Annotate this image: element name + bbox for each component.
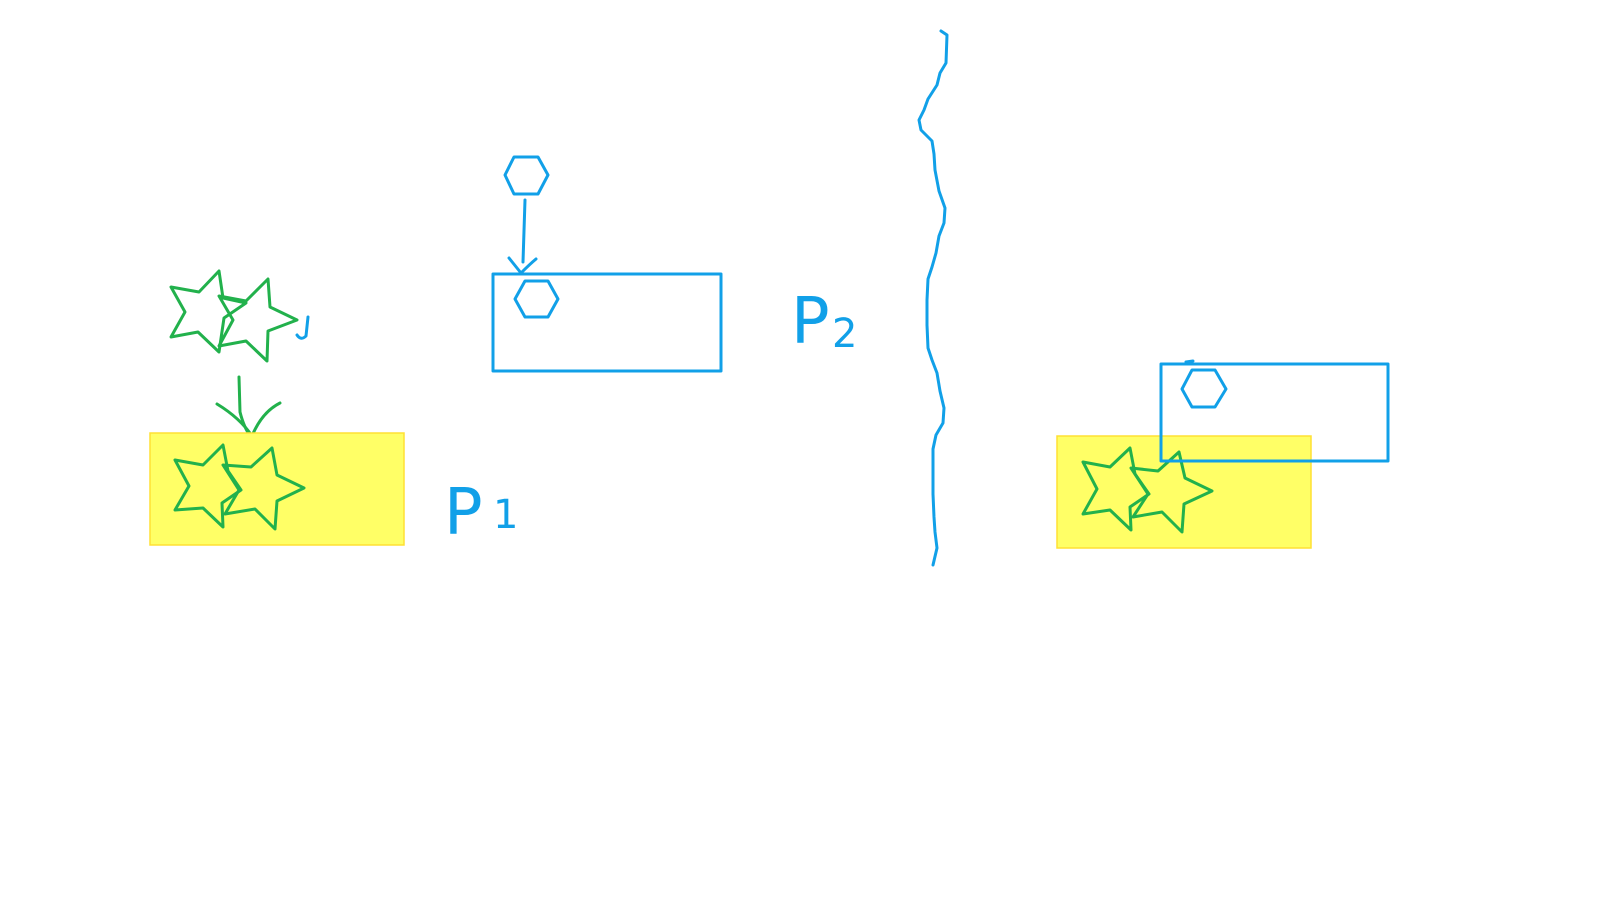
star-icon <box>1081 446 1151 532</box>
hexagon-icon <box>503 155 550 196</box>
yellow-box-p1 <box>149 432 405 546</box>
star-icon <box>217 277 299 363</box>
star-icon <box>221 446 306 531</box>
arrow-head-icon <box>215 401 282 438</box>
p2-index: 2 <box>832 311 857 357</box>
p1-group: P 1 <box>149 269 518 550</box>
tick-mark <box>1184 359 1195 364</box>
squiggle-mark <box>295 315 310 340</box>
blue-box-result <box>1159 362 1390 463</box>
result-group <box>1056 359 1390 549</box>
star-icon <box>169 269 248 354</box>
arrow-down-icon <box>521 198 527 264</box>
p1-letter: P <box>444 476 483 550</box>
p2-group: P 2 <box>491 155 857 373</box>
hexagon-icon <box>1180 368 1228 409</box>
star-icon <box>1129 450 1214 534</box>
hexagon-icon <box>513 279 560 319</box>
p1-index: 1 <box>493 492 518 538</box>
blue-box-p2 <box>491 272 723 373</box>
star-icon <box>173 443 243 529</box>
p2-letter: P <box>791 285 830 359</box>
yellow-box-result <box>1056 435 1312 549</box>
divider-line <box>917 29 949 567</box>
